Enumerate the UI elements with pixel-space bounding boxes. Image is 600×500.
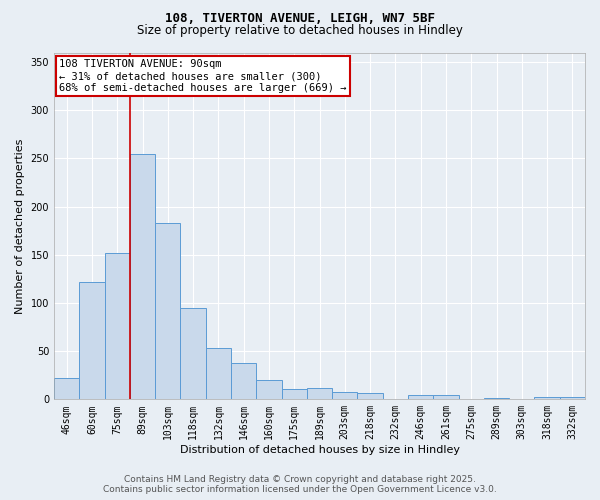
Bar [560, 398, 585, 400]
Bar [307, 388, 332, 400]
X-axis label: Distribution of detached houses by size in Hindley: Distribution of detached houses by size … [179, 445, 460, 455]
Bar [484, 398, 509, 400]
Text: 108, TIVERTON AVENUE, LEIGH, WN7 5BF: 108, TIVERTON AVENUE, LEIGH, WN7 5BF [165, 12, 435, 26]
Bar [231, 362, 256, 400]
Bar [256, 380, 281, 400]
Y-axis label: Number of detached properties: Number of detached properties [15, 138, 25, 314]
Bar [54, 378, 79, 400]
Bar [181, 308, 206, 400]
Bar [408, 394, 433, 400]
Bar [281, 388, 307, 400]
Text: 108 TIVERTON AVENUE: 90sqm
← 31% of detached houses are smaller (300)
68% of sem: 108 TIVERTON AVENUE: 90sqm ← 31% of deta… [59, 60, 347, 92]
Text: Contains HM Land Registry data © Crown copyright and database right 2025.
Contai: Contains HM Land Registry data © Crown c… [103, 474, 497, 494]
Bar [104, 253, 130, 400]
Bar [332, 392, 358, 400]
Text: Size of property relative to detached houses in Hindley: Size of property relative to detached ho… [137, 24, 463, 37]
Bar [130, 154, 155, 400]
Bar [358, 392, 383, 400]
Bar [155, 223, 181, 400]
Bar [535, 398, 560, 400]
Bar [206, 348, 231, 400]
Bar [79, 282, 104, 400]
Bar [433, 396, 458, 400]
